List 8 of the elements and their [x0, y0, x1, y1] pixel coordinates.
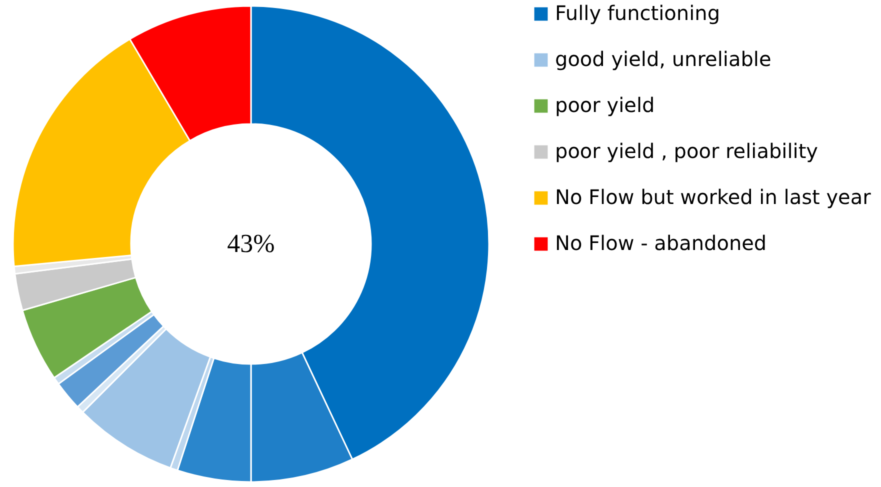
legend-label: No Flow but worked in last year [555, 185, 872, 209]
legend-label: poor yield [555, 93, 655, 117]
text: 43% [227, 229, 275, 258]
legend-label: No Flow - abandoned [555, 231, 767, 255]
donut-slice [82, 328, 212, 469]
legend-label: Fully functioning [555, 1, 720, 25]
legend-label: good yield, unreliable [555, 47, 772, 71]
legend-label: poor yield , poor reliability [555, 139, 818, 163]
